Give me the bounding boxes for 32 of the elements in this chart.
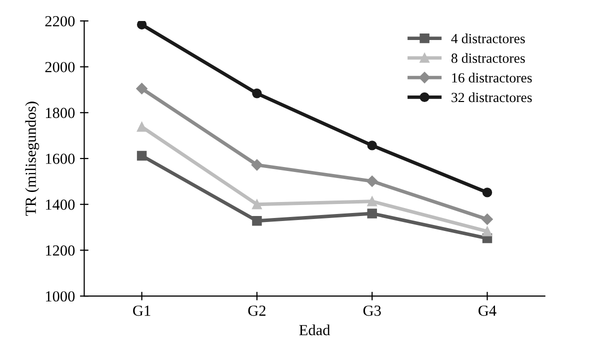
y-tick-label: 2000 <box>45 62 75 72</box>
point <box>367 196 377 206</box>
legend-label: 32 distractores <box>452 92 532 102</box>
point <box>482 188 492 198</box>
point <box>136 82 148 94</box>
x-tick-label: G4 <box>478 306 496 316</box>
y-tick-label: 1800 <box>46 108 75 118</box>
point <box>367 208 377 218</box>
legend-label: 8 distractores <box>451 53 525 63</box>
y-tick-label: 1000 <box>46 291 75 302</box>
point <box>366 176 378 187</box>
point <box>252 88 262 98</box>
legend-label: 16 distractores <box>452 72 532 83</box>
y-tick-label: 1400 <box>46 200 75 210</box>
x-axis-title: Edad <box>299 324 330 336</box>
point <box>136 150 147 161</box>
y-tick-label: 1600 <box>46 154 75 164</box>
point <box>251 159 263 171</box>
point <box>136 122 147 132</box>
y-tick-label: 2200 <box>45 16 75 26</box>
x-tick-label: G2 <box>248 306 266 316</box>
point <box>252 200 262 210</box>
point <box>367 140 377 150</box>
point <box>252 216 262 226</box>
point <box>136 20 147 30</box>
legend-label: 4 distractores <box>451 34 525 44</box>
point <box>482 214 493 225</box>
y-axis-title: TR (milisegundos) <box>25 102 40 216</box>
point <box>482 226 492 236</box>
x-tick-label: G3 <box>363 306 381 316</box>
x-tick-label: G1 <box>133 306 150 316</box>
y-tick-label: 1200 <box>46 245 75 256</box>
